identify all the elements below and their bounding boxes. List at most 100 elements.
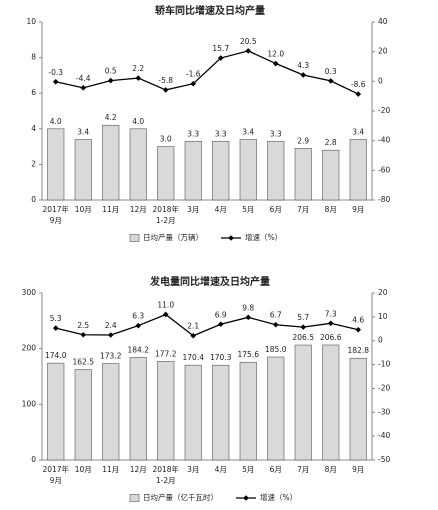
- bar-label: 3.0: [160, 135, 172, 144]
- x-tick-label: 6月: [270, 465, 282, 474]
- legend-marker: [228, 235, 234, 241]
- bar-label: 3.3: [187, 129, 199, 138]
- line-label: 6.7: [270, 311, 282, 320]
- x-tick-label: 2018年 1-2月: [152, 204, 179, 225]
- y2-tick-label: 0: [378, 336, 383, 345]
- bar: [184, 364, 202, 461]
- x-tick-label: 9月: [352, 465, 364, 474]
- line-label: -4.4: [76, 74, 91, 83]
- x-tick-label: 6月: [270, 205, 282, 214]
- line-label: -1.6: [186, 70, 201, 79]
- bar: [267, 140, 285, 201]
- legend-label: 增速（%）: [245, 232, 282, 242]
- bar: [267, 356, 285, 461]
- y-tick-label: 2: [31, 159, 36, 168]
- bar-label: 3.4: [77, 127, 89, 136]
- line-label: 0.3: [325, 67, 337, 76]
- y2-tick-label: -40: [378, 431, 390, 440]
- line-marker: [272, 60, 279, 67]
- x-tick-label: 4月: [215, 465, 227, 474]
- x-tick-label: 11月: [102, 465, 119, 474]
- line-marker: [135, 75, 142, 81]
- x-tick-label: 5月: [242, 205, 254, 214]
- line-marker: [190, 80, 197, 87]
- line-label: 4.3: [297, 61, 309, 70]
- legend-swatch: [129, 234, 140, 242]
- x-tick-label: 12月: [130, 205, 147, 214]
- bar-label: 170.3: [210, 353, 232, 362]
- x-tick-label: 5月: [242, 465, 254, 474]
- line-label: 5.7: [297, 313, 309, 322]
- y-tick-label: 300: [22, 288, 37, 297]
- y2-tick-label: 10: [378, 312, 388, 321]
- bar: [102, 363, 120, 461]
- bar: [212, 364, 230, 461]
- y2-tick-label: 0: [378, 76, 383, 85]
- x-tick-label: 3月: [187, 465, 199, 474]
- line-marker: [217, 321, 224, 328]
- y2-tick-label: -10: [378, 360, 390, 369]
- bar: [47, 362, 65, 461]
- line-label: 4.6: [352, 316, 364, 325]
- line-marker: [355, 326, 362, 333]
- y-tick-label: 8: [31, 53, 36, 62]
- bar-label: 182.8: [348, 346, 370, 355]
- line-marker: [52, 78, 59, 85]
- bar: [74, 139, 92, 201]
- x-tick-label: 8月: [325, 205, 337, 214]
- line-marker: [300, 324, 307, 330]
- line-label: 20.5: [240, 37, 257, 46]
- bar: [212, 140, 230, 201]
- x-tick-label: 2018年 1-2月: [152, 464, 179, 485]
- line-marker: [217, 55, 224, 61]
- y2-tick-label: -40: [378, 136, 390, 145]
- y2-tick-label: 40: [378, 17, 388, 26]
- legend-label: 增速（%）: [260, 492, 297, 502]
- line-label: 2.4: [105, 321, 117, 330]
- y2-tick-label: -20: [378, 383, 390, 392]
- bar-label: 173.2: [100, 352, 122, 361]
- y2-tick-label: 20: [378, 288, 388, 297]
- line-label: 6.9: [215, 310, 227, 319]
- line-marker: [327, 78, 334, 84]
- x-tick-label: 7月: [297, 205, 309, 214]
- line-label: -5.8: [158, 76, 173, 85]
- bar: [157, 146, 175, 201]
- bar-label: 177.2: [155, 349, 177, 358]
- bar: [157, 361, 175, 461]
- line-label: 0.5: [105, 67, 117, 76]
- y2-tick-label: 20: [378, 47, 388, 56]
- bar: [294, 148, 312, 201]
- bar-label: 4.0: [50, 117, 62, 126]
- bar: [129, 357, 147, 461]
- line-marker: [190, 332, 197, 339]
- line-marker: [107, 77, 114, 84]
- y2-tick-label: -80: [378, 195, 390, 204]
- y-tick-label: 0: [31, 455, 36, 464]
- bar: [74, 369, 92, 461]
- legend-label: 日均产量（亿千瓦时）: [143, 492, 218, 502]
- legend-swatch: [129, 494, 140, 502]
- bar: [349, 139, 367, 201]
- bar-label: 3.3: [215, 129, 227, 138]
- bar: [349, 357, 367, 461]
- y-tick-label: 100: [22, 399, 37, 408]
- bar: [322, 149, 340, 201]
- line-marker: [135, 322, 142, 329]
- line-marker: [80, 331, 87, 338]
- bar: [294, 344, 312, 461]
- bar-label: 184.2: [128, 345, 150, 354]
- bar: [47, 128, 65, 201]
- bar: [102, 124, 120, 201]
- bar-label: 3.3: [270, 129, 282, 138]
- bar-label: 2.8: [325, 138, 337, 147]
- bar-label: 185.0: [265, 345, 287, 354]
- line-label: 2.5: [77, 321, 89, 330]
- bar-label: 174.0: [45, 351, 67, 360]
- line-marker: [245, 48, 252, 54]
- bar-label: 206.5: [293, 333, 315, 342]
- y2-tick-label: -30: [378, 407, 390, 416]
- line-marker: [355, 91, 362, 97]
- bar-label: 2.9: [297, 136, 309, 145]
